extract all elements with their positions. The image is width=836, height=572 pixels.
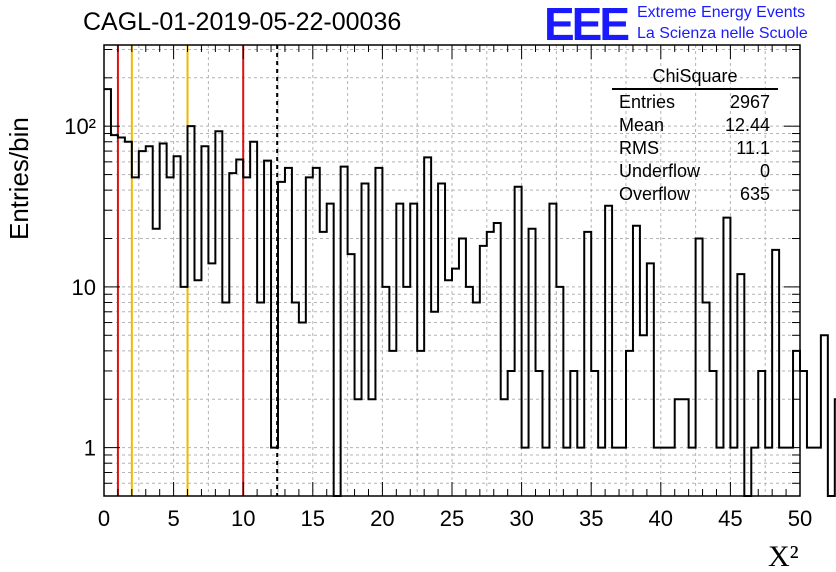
histogram-outline — [104, 88, 836, 497]
stats-value: 2967 — [729, 92, 770, 112]
eee-logo: EEE — [544, 0, 630, 50]
y-tick-label: 10² — [64, 114, 96, 139]
x-tick-label: 40 — [649, 506, 673, 531]
y-tick-label: 1 — [84, 436, 96, 461]
stats-label: Entries — [619, 92, 676, 112]
x-tick-label: 10 — [231, 506, 255, 531]
x-tick-label: 25 — [440, 506, 464, 531]
logo-line-1: Extreme Energy Events — [637, 4, 806, 21]
stats-label: Mean — [619, 115, 665, 135]
x-tick-label: 45 — [718, 506, 742, 531]
x-tick-label: 0 — [98, 506, 110, 531]
stats-value: 0 — [759, 161, 770, 181]
x-tick-label: 50 — [788, 506, 812, 531]
stats-label: Underflow — [619, 161, 701, 181]
x-tick-label: 30 — [509, 506, 533, 531]
stats-row: Underflow 0 — [612, 160, 778, 183]
chart-title: CAGL-01-2019-05-22-00036 — [83, 8, 402, 36]
x-tick-label: 35 — [579, 506, 603, 531]
stats-row: Entries 2967 — [612, 91, 778, 114]
stats-label: RMS — [619, 138, 659, 158]
x-tick-label: 20 — [370, 506, 394, 531]
stats-value: 635 — [739, 184, 770, 204]
stats-row: Overflow 635 — [612, 183, 778, 206]
x-tick-label: 5 — [167, 506, 179, 531]
stats-box: ChiSquare Entries 2967 Mean 12.44 RMS 11.1 … — [612, 66, 778, 206]
stats-row: Mean 12.44 — [612, 114, 778, 137]
stats-label: Overflow — [619, 184, 691, 204]
logo-caption: Extreme Energy Events La Scienza nelle S… — [637, 2, 808, 44]
logo-line-2: La Scienza nelle Scuole — [637, 25, 808, 42]
y-tick-label: 10 — [72, 275, 96, 300]
reference-lines — [116, 45, 279, 496]
stats-title: ChiSquare — [612, 66, 778, 90]
x-axis-label: X² — [768, 540, 799, 572]
y-axis-label: Entries/bin — [4, 117, 34, 240]
axis-ticks — [103, 45, 801, 497]
stats-value: 11.1 — [736, 138, 770, 158]
tick-labels: 0 5 10 15 20 25 30 35 40 45 50 1 10 10² — [64, 114, 812, 531]
stats-row: RMS 11.1 — [612, 137, 778, 160]
x-tick-label: 15 — [301, 506, 325, 531]
stats-value: 12.44 — [724, 115, 770, 135]
